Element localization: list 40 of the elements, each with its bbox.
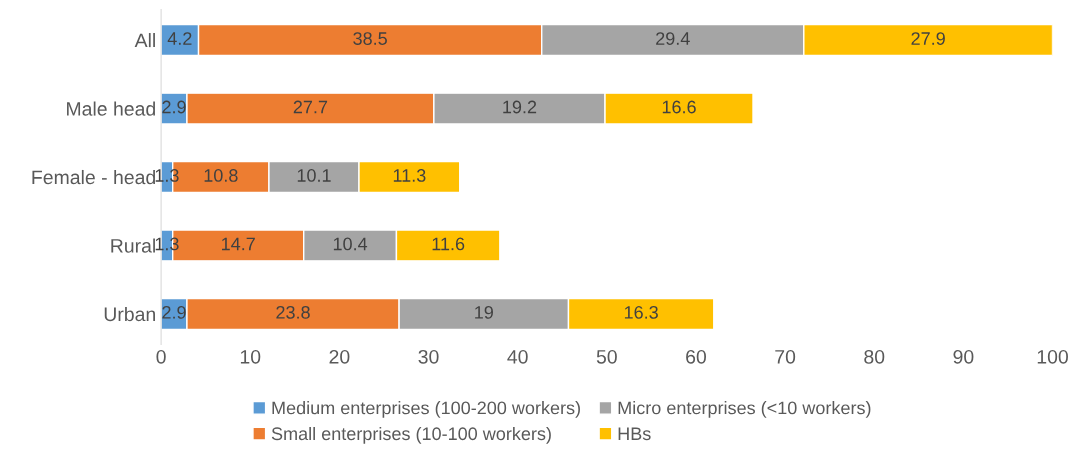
data-label: 1.3 — [155, 169, 179, 182]
y-tick-label: Female - head — [32, 169, 155, 185]
y-tick-label: Male head — [67, 101, 155, 116]
x-tick-label: 80 — [864, 349, 885, 364]
data-label: 23.8 — [276, 305, 310, 319]
x-tick-label: 70 — [775, 349, 796, 364]
x-tick-label: 20 — [329, 349, 350, 364]
data-label: 2.9 — [162, 100, 186, 114]
x-tick-label: 30 — [418, 349, 439, 364]
data-label: 16.3 — [624, 305, 658, 319]
data-label: 16.6 — [662, 100, 696, 114]
x-tick-label: 90 — [953, 349, 974, 364]
data-label: 2.9 — [162, 305, 186, 319]
data-label: 11.3 — [393, 169, 426, 182]
y-tick-label: Rural — [111, 238, 155, 253]
x-tick-label: 0 — [156, 349, 166, 364]
legend-label: Micro enterprises (<10 workers) — [618, 401, 871, 418]
x-tick-label: 50 — [596, 349, 617, 364]
x-tick-label: 40 — [507, 349, 528, 364]
x-tick-label: 10 — [240, 349, 261, 364]
data-label: 10.1 — [297, 169, 331, 182]
y-tick-label: Urban — [104, 306, 155, 322]
data-label: 10.4 — [333, 237, 368, 251]
data-label: 11.6 — [432, 237, 465, 251]
y-tick-label: All — [134, 33, 155, 48]
legend-label: Medium enterprises (100-200 workers) — [272, 401, 580, 418]
data-label: 10.8 — [204, 169, 238, 182]
data-label: 29.4 — [656, 32, 690, 45]
legend-label: HBs — [618, 427, 651, 441]
data-label: 38.5 — [353, 32, 387, 45]
data-label: 4.2 — [167, 32, 192, 45]
legend-label: Small enterprises (10-100 workers) — [271, 426, 551, 444]
x-tick-label: 100 — [1037, 349, 1068, 364]
data-label: 19.2 — [503, 100, 537, 114]
x-tick-label: 60 — [686, 349, 707, 364]
data-label: 19 — [475, 305, 493, 319]
data-label: 27.7 — [293, 100, 328, 114]
data-label: 1.3 — [155, 237, 179, 251]
data-label: 14.7 — [222, 237, 255, 251]
data-label: 27.9 — [911, 32, 945, 45]
